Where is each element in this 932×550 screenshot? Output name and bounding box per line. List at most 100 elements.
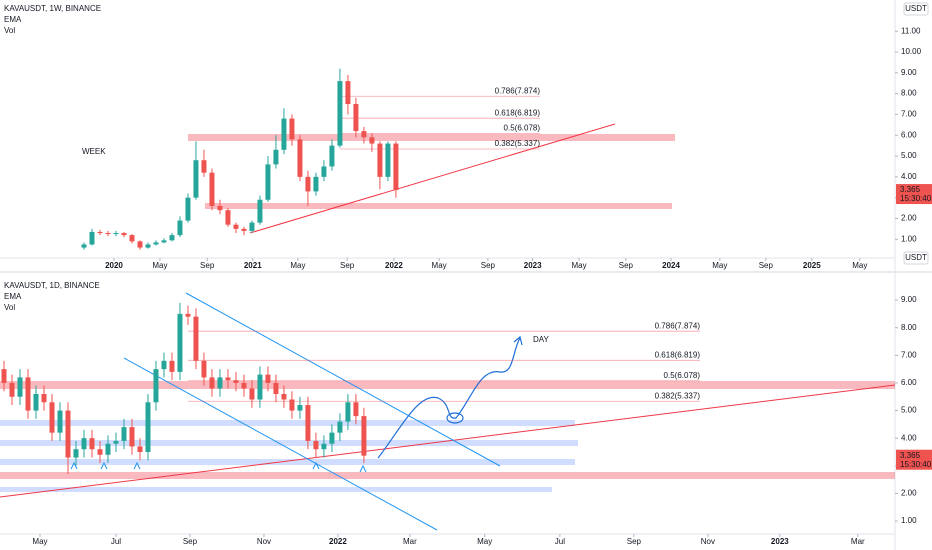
x-tick-label: Sep	[200, 261, 215, 270]
projection-path	[377, 337, 521, 459]
arrow-head	[513, 335, 523, 346]
candle-body	[289, 118, 295, 140]
candle-body	[137, 241, 143, 248]
candle-body	[369, 137, 375, 144]
candle-body	[297, 405, 303, 411]
candle-body	[281, 118, 287, 150]
candle-body	[233, 224, 239, 229]
candle-body	[201, 160, 207, 173]
candle-body	[289, 399, 295, 411]
candle-body	[177, 220, 183, 236]
candle-body	[169, 235, 175, 241]
candle-body	[73, 449, 79, 458]
candle-body	[321, 166, 327, 177]
annotation: DAY	[533, 335, 550, 344]
y-tick-label: 4.00	[901, 172, 917, 181]
candle-body	[377, 143, 383, 177]
candle-body	[329, 432, 335, 444]
y-tick-label: 5.00	[901, 151, 917, 160]
candle-body	[281, 393, 287, 400]
last-price: 3.365	[900, 451, 921, 460]
indicator-label: EMA	[4, 292, 22, 301]
y-tick-label: 6.00	[901, 378, 917, 387]
x-tick-label: Sep	[759, 261, 774, 270]
y-tick-label: 6.00	[901, 130, 917, 139]
x-tick-label: Sep	[481, 261, 496, 270]
candle-body	[225, 377, 231, 381]
candle-body	[353, 104, 359, 132]
trend-line	[249, 123, 616, 234]
fib-label: 0.5(6.078)	[664, 371, 701, 380]
candle-body	[305, 176, 311, 192]
candle-body	[129, 427, 135, 447]
candle-body	[305, 405, 311, 441]
candle-body	[337, 421, 343, 433]
last-price-tag	[896, 184, 932, 205]
candle-body	[153, 242, 159, 245]
candle-body	[105, 233, 111, 235]
fib-label: 0.786(7.874)	[655, 321, 701, 330]
candle-body	[121, 427, 127, 441]
x-tick-label: 2022	[329, 537, 347, 546]
candle-body	[9, 382, 15, 397]
candle-body	[265, 164, 271, 200]
candle-body	[385, 143, 391, 177]
candle-body	[217, 377, 223, 389]
x-tick-label: 2025	[803, 261, 821, 270]
candle-body	[161, 240, 167, 243]
candle-body	[177, 313, 183, 372]
candle-body	[121, 233, 127, 236]
candle-body	[41, 393, 47, 403]
candle-body	[225, 210, 231, 225]
chart-title: KAVAUSDT, 1W, BINANCE	[4, 4, 101, 13]
resistance-zone	[0, 381, 895, 389]
candle-body	[113, 440, 119, 444]
projection-circle	[446, 412, 464, 424]
y-tick-label: 1.00	[901, 516, 917, 525]
x-tick-label: May	[32, 537, 47, 546]
candle-body	[249, 388, 255, 400]
candle-body	[201, 360, 207, 378]
fib-label: 0.786(7.874)	[495, 86, 541, 95]
blue-zone	[0, 440, 578, 446]
trend-line	[0, 384, 896, 498]
x-tick-label: 2022	[385, 261, 403, 270]
candle-body	[145, 244, 151, 248]
candle-body	[89, 231, 95, 245]
candle-body	[337, 81, 343, 146]
y-tick-label: 9.00	[901, 295, 917, 304]
currency-label: USDT	[905, 253, 927, 262]
fib-label: 0.5(6.078)	[504, 124, 541, 133]
x-tick-label: May	[152, 261, 167, 270]
candle-body	[217, 205, 223, 211]
candle-body	[65, 410, 71, 458]
candle-body	[273, 382, 279, 394]
annotation: WEEK	[82, 147, 106, 156]
candle-body	[137, 446, 143, 452]
x-tick-label: Mar	[851, 537, 865, 546]
y-tick-label: 9.00	[901, 68, 917, 77]
y-tick-label: 10.00	[901, 47, 922, 56]
x-tick-label: May	[432, 261, 447, 270]
x-tick-label: Sep	[340, 261, 355, 270]
support-zone	[0, 472, 895, 479]
candle-body	[321, 443, 327, 450]
low-markers	[70, 461, 367, 473]
support-zone	[205, 203, 672, 209]
last-price-tag	[896, 449, 932, 470]
x-tick-label: May	[852, 261, 867, 270]
fib-label: 0.382(5.337)	[495, 139, 541, 148]
candle-body	[105, 443, 111, 455]
candle-body	[1, 369, 7, 383]
candle-body	[345, 402, 351, 422]
candle-body	[97, 449, 103, 455]
y-tick-label: 2.00	[901, 489, 917, 498]
candle-body	[25, 377, 31, 411]
y-tick-label: 2.00	[901, 214, 917, 223]
countdown: 15:30:40	[900, 460, 932, 469]
candle-body	[361, 416, 367, 456]
channel-line	[123, 357, 438, 531]
